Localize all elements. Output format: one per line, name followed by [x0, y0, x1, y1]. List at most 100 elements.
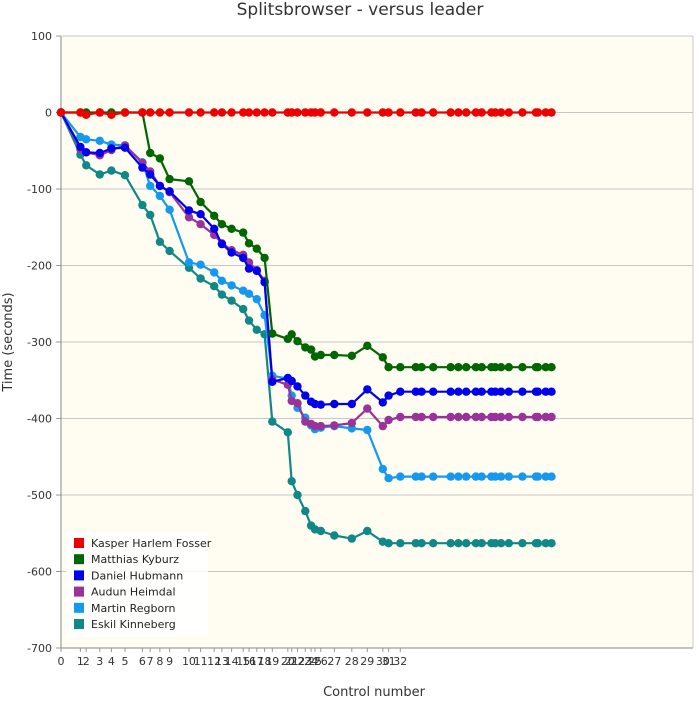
- data-point[interactable]: [471, 472, 481, 481]
- data-point[interactable]: [378, 421, 387, 431]
- data-point[interactable]: [363, 404, 372, 413]
- data-point[interactable]: [446, 363, 455, 372]
- data-point[interactable]: [95, 148, 105, 158]
- data-point[interactable]: [196, 260, 205, 269]
- data-point[interactable]: [252, 325, 261, 334]
- data-point[interactable]: [287, 477, 296, 486]
- data-point[interactable]: [446, 387, 455, 396]
- data-point[interactable]: [384, 415, 393, 425]
- data-point[interactable]: [378, 398, 387, 407]
- data-point[interactable]: [210, 211, 219, 220]
- data-point[interactable]: [477, 472, 486, 481]
- data-point[interactable]: [196, 197, 205, 207]
- data-point[interactable]: [287, 376, 296, 386]
- data-point[interactable]: [330, 399, 339, 409]
- data-point[interactable]: [491, 539, 500, 548]
- data-point[interactable]: [252, 108, 261, 117]
- data-point[interactable]: [293, 490, 302, 500]
- data-point[interactable]: [82, 110, 91, 120]
- data-point[interactable]: [533, 387, 543, 396]
- data-point[interactable]: [330, 421, 339, 430]
- legend-item[interactable]: Matthias Kyburz: [74, 553, 179, 566]
- data-point[interactable]: [496, 387, 506, 396]
- data-point[interactable]: [491, 387, 500, 396]
- data-point[interactable]: [378, 108, 387, 117]
- data-point[interactable]: [411, 387, 420, 396]
- data-point[interactable]: [347, 399, 356, 409]
- data-point[interactable]: [165, 205, 174, 214]
- data-point[interactable]: [306, 345, 316, 354]
- data-point[interactable]: [462, 412, 471, 422]
- data-point[interactable]: [347, 351, 356, 360]
- data-point[interactable]: [477, 412, 486, 422]
- data-point[interactable]: [239, 304, 248, 314]
- data-point[interactable]: [533, 412, 543, 422]
- data-point[interactable]: [310, 421, 320, 431]
- data-point[interactable]: [477, 363, 486, 372]
- data-point[interactable]: [454, 412, 463, 422]
- data-point[interactable]: [210, 108, 219, 117]
- data-point[interactable]: [547, 108, 556, 117]
- data-point[interactable]: [347, 418, 356, 428]
- data-point[interactable]: [283, 428, 292, 437]
- data-point[interactable]: [210, 282, 219, 291]
- data-point[interactable]: [301, 108, 310, 117]
- data-point[interactable]: [454, 363, 463, 372]
- data-point[interactable]: [347, 534, 356, 543]
- data-point[interactable]: [541, 108, 550, 117]
- legend-item[interactable]: Eskil Kinneberg: [74, 618, 176, 631]
- data-point[interactable]: [239, 253, 248, 263]
- data-point[interactable]: [316, 400, 325, 409]
- data-point[interactable]: [310, 108, 320, 117]
- data-point[interactable]: [268, 108, 277, 117]
- data-point[interactable]: [347, 108, 356, 117]
- data-point[interactable]: [227, 108, 236, 117]
- data-point[interactable]: [518, 363, 527, 372]
- data-point[interactable]: [541, 387, 550, 396]
- data-point[interactable]: [533, 108, 543, 117]
- data-point[interactable]: [316, 350, 325, 360]
- data-point[interactable]: [384, 474, 393, 483]
- data-point[interactable]: [446, 108, 455, 117]
- data-point[interactable]: [491, 412, 500, 422]
- data-point[interactable]: [384, 539, 393, 548]
- data-point[interactable]: [217, 276, 227, 285]
- data-point[interactable]: [363, 341, 372, 350]
- legend-item[interactable]: Daniel Hubmann: [74, 569, 183, 582]
- data-point[interactable]: [196, 274, 205, 283]
- data-point[interactable]: [316, 108, 325, 117]
- data-point[interactable]: [533, 539, 543, 548]
- data-point[interactable]: [155, 108, 165, 117]
- data-point[interactable]: [471, 539, 481, 548]
- data-point[interactable]: [454, 108, 463, 117]
- data-point[interactable]: [396, 363, 405, 372]
- data-point[interactable]: [504, 412, 513, 422]
- data-point[interactable]: [293, 399, 302, 408]
- data-point[interactable]: [252, 295, 261, 304]
- data-point[interactable]: [496, 412, 506, 422]
- data-point[interactable]: [518, 472, 527, 481]
- legend-item[interactable]: Kasper Harlem Fosser: [74, 537, 212, 550]
- data-point[interactable]: [138, 200, 147, 210]
- data-point[interactable]: [396, 539, 405, 548]
- data-point[interactable]: [260, 108, 269, 117]
- data-point[interactable]: [471, 108, 481, 117]
- data-point[interactable]: [146, 170, 155, 179]
- data-point[interactable]: [95, 136, 105, 145]
- data-point[interactable]: [165, 246, 174, 256]
- data-point[interactable]: [120, 143, 130, 152]
- data-point[interactable]: [547, 387, 556, 396]
- data-point[interactable]: [504, 539, 513, 548]
- data-point[interactable]: [184, 258, 194, 267]
- data-point[interactable]: [417, 108, 426, 117]
- data-point[interactable]: [165, 187, 174, 196]
- data-point[interactable]: [217, 290, 227, 299]
- data-point[interactable]: [287, 330, 296, 339]
- data-point[interactable]: [504, 363, 513, 372]
- data-point[interactable]: [378, 353, 387, 362]
- data-point[interactable]: [363, 425, 372, 435]
- data-point[interactable]: [518, 387, 527, 396]
- data-point[interactable]: [384, 108, 393, 117]
- data-point[interactable]: [547, 363, 556, 372]
- data-point[interactable]: [330, 531, 339, 540]
